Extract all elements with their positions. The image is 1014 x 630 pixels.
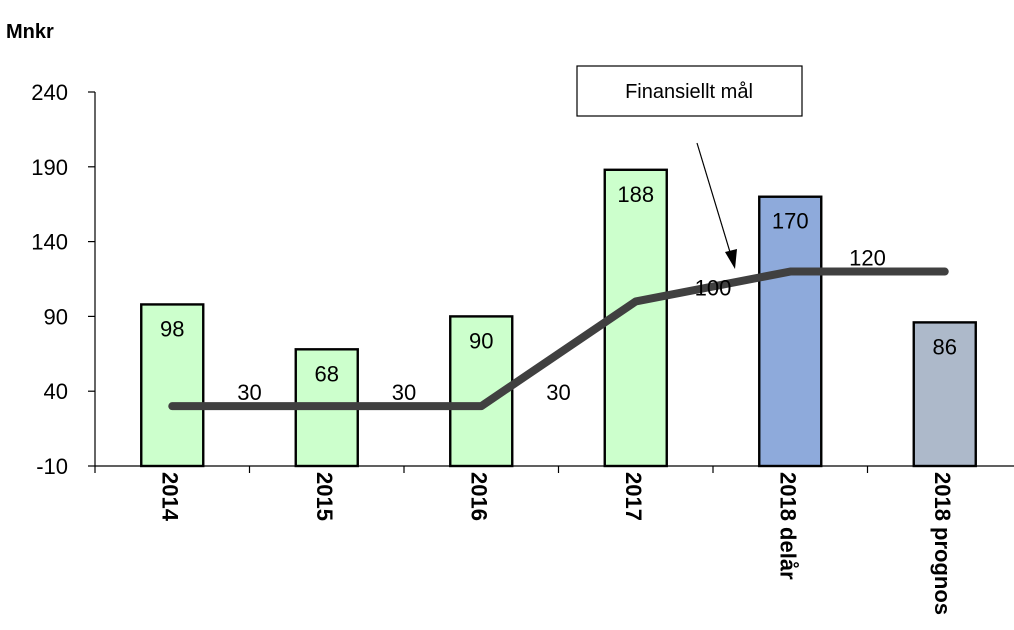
y-tick-label-0: -10 [36,454,68,479]
y-tick-label-4: 190 [31,155,68,180]
y-tick-label-5: 240 [31,80,68,105]
y-tick-label-2: 90 [44,304,68,329]
bar-value-label-4: 170 [772,209,809,234]
x-tick-label-3: 2017 [621,472,646,521]
bar-5 [912,321,977,468]
annotation-box [576,65,803,117]
line-value-label-0: 30 [237,380,261,405]
line-value-label-4: 120 [849,246,886,271]
y-axis-label: Mnkr [6,21,54,43]
y-tick-label-1: 40 [44,379,68,404]
bar-2 [449,315,514,468]
bar-value-label-1: 68 [315,361,339,386]
annotation-text: Finansiellt mål [625,81,753,103]
bars [140,168,977,468]
line-labels: 30 30 30 100 120 [237,246,886,406]
x-tick-label-2: 2016 [466,472,491,521]
line-value-label-2: 30 [546,380,570,405]
bar-4 [758,195,823,468]
bar-value-label-5: 86 [933,334,957,359]
x-axis-ticks: 2014 2015 2016 2017 2018 delår 2018 prognos [157,472,955,615]
bar-value-label-0: 98 [160,316,184,341]
x-tick-label-1: 2015 [312,472,337,521]
x-tick-label-0: 2014 [157,472,182,522]
target-line-path [168,267,949,411]
y-tick-label-3: 140 [31,230,68,255]
line-value-label-1: 30 [392,380,416,405]
target-line [168,267,949,411]
bar-labels: 98 68 90 188 170 86 [160,182,957,387]
axes [94,92,1014,473]
x-tick-label-4: 2018 delår [775,472,800,580]
annotation-arrowhead [725,249,737,269]
y-axis-ticks: -10 40 90 140 190 240 [31,80,95,479]
bar-value-label-2: 90 [469,328,493,353]
annotation: Finansiellt mål [576,65,803,269]
x-tick-label-5: 2018 prognos [930,472,955,615]
bar-value-label-3: 188 [617,182,654,207]
line-value-label-3: 100 [695,275,732,300]
annotation-arrow [696,142,734,263]
